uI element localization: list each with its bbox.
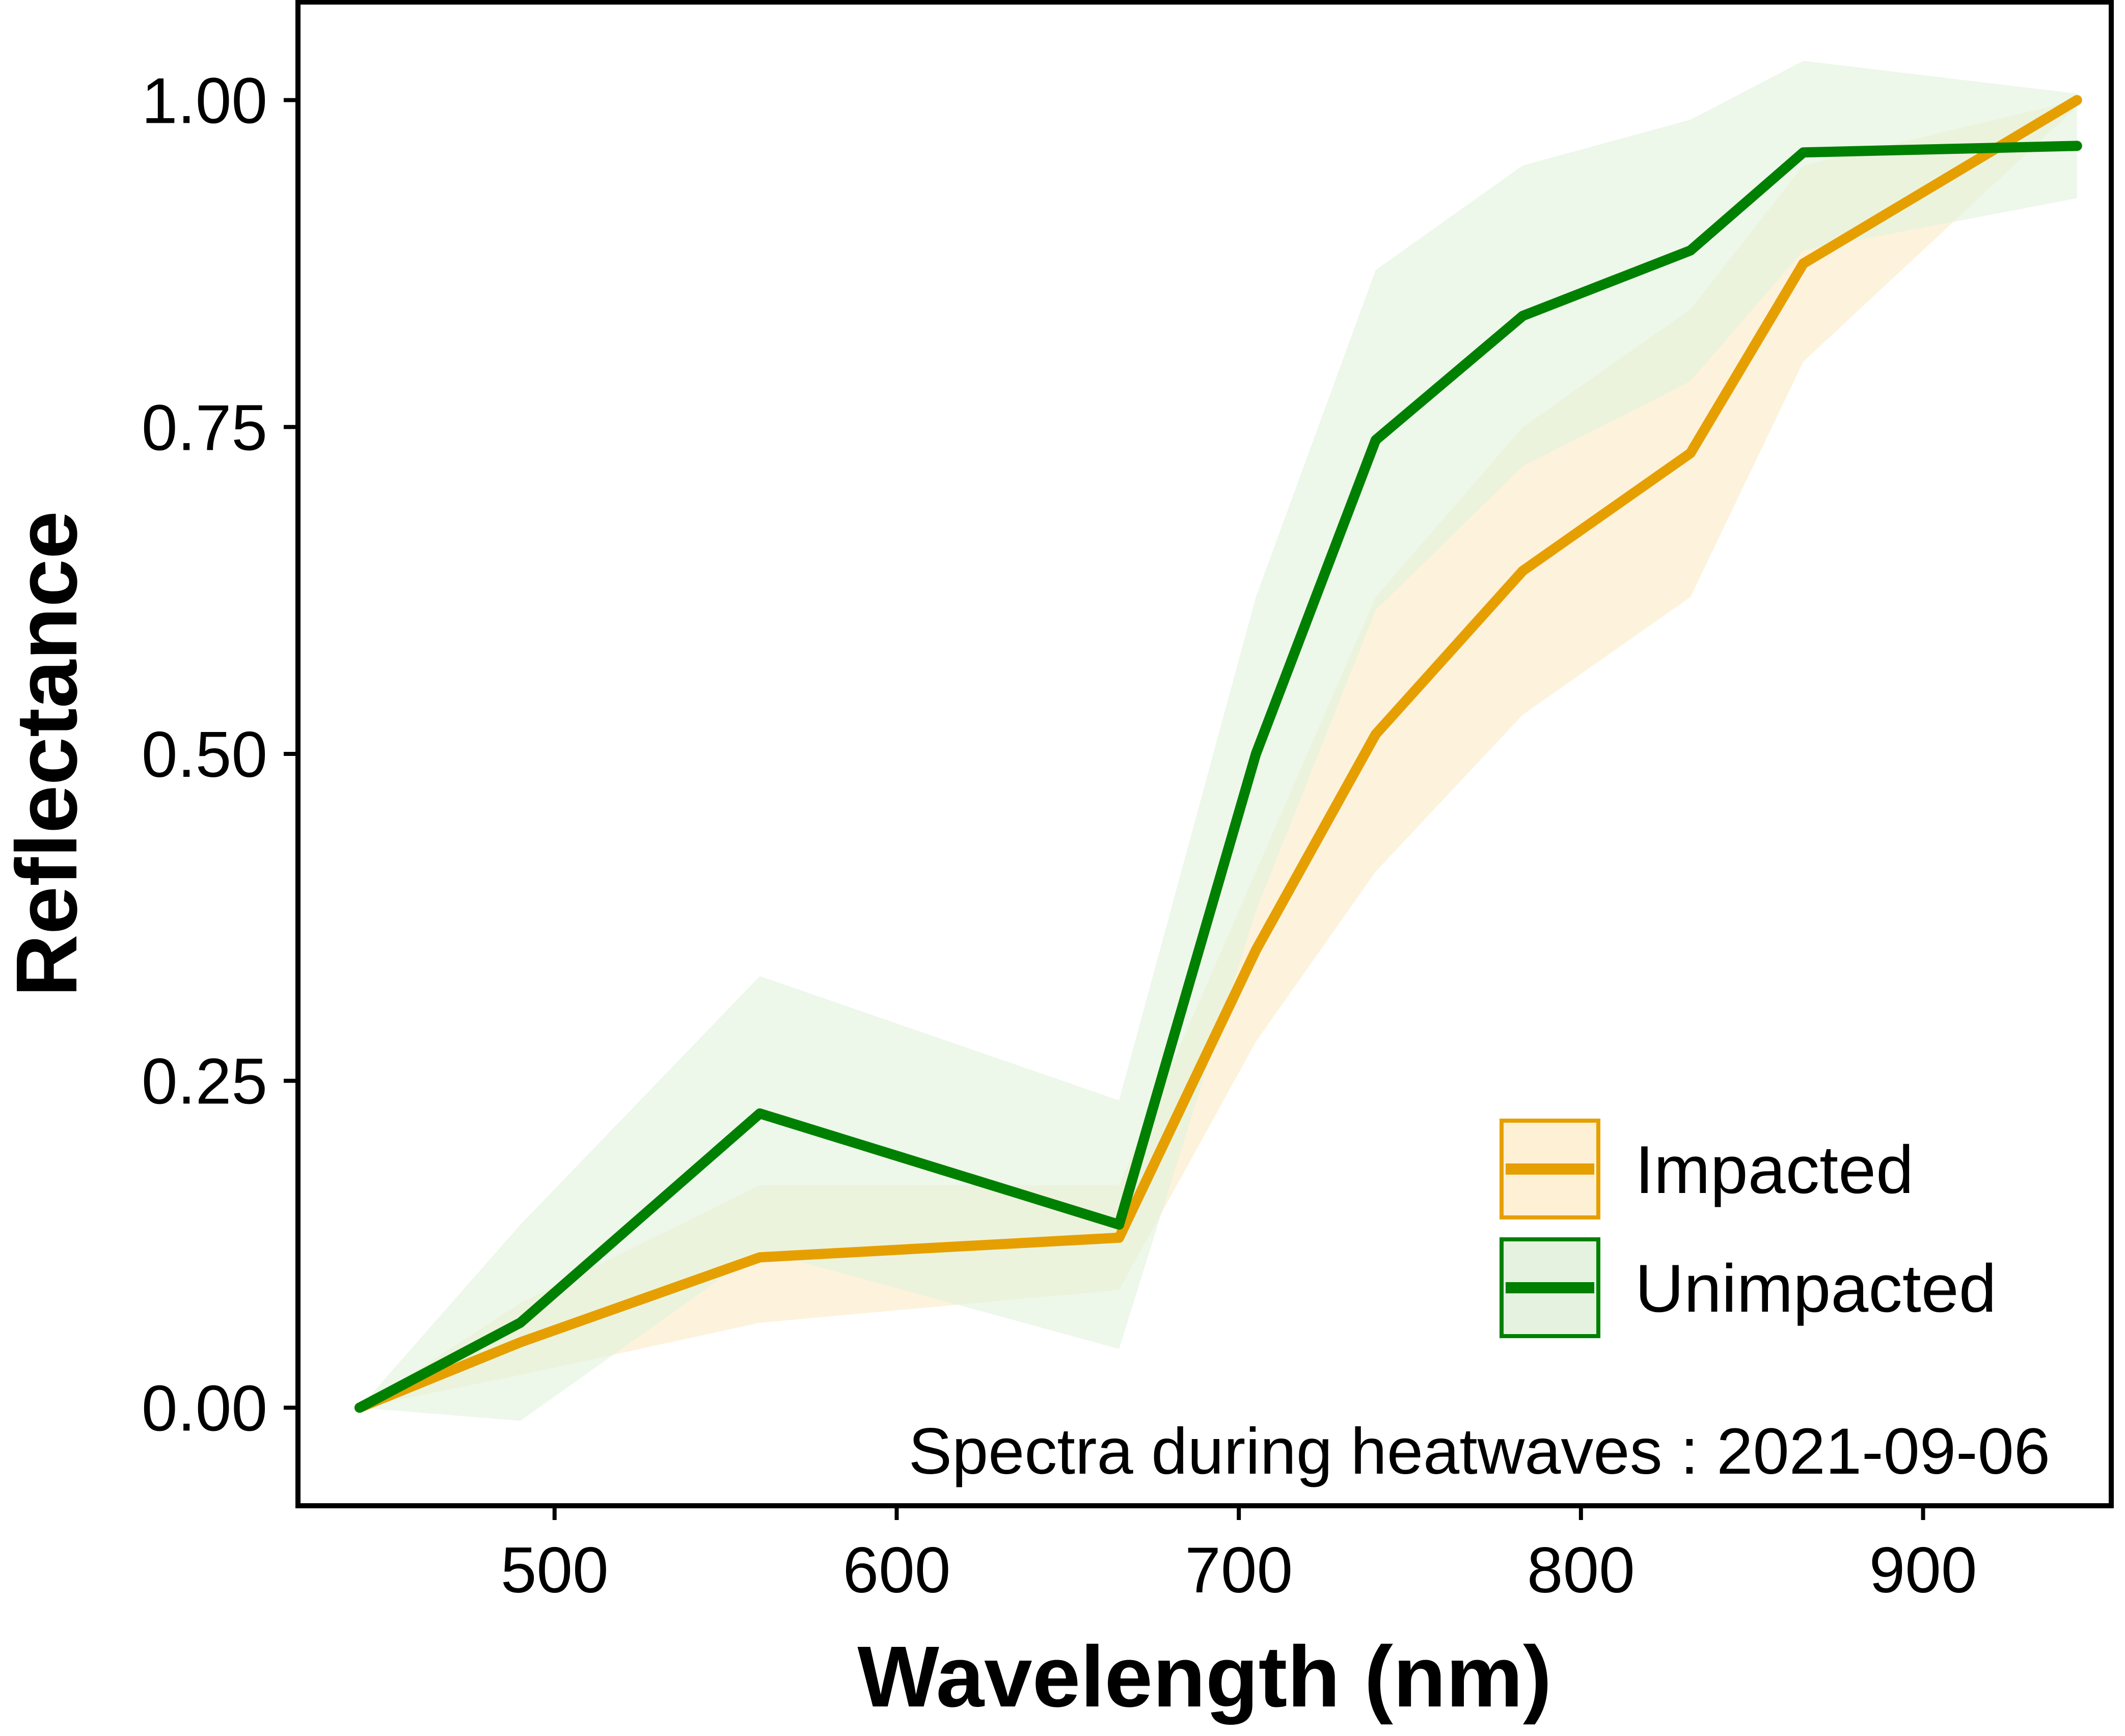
series-lines xyxy=(354,95,2082,1413)
x-tick-label-500: 500 xyxy=(501,1534,609,1606)
heatwave-annotation: Spectra during heatwaves : 2021-09-06 xyxy=(909,1415,2050,1488)
legend-label-impacted: Impacted xyxy=(1635,1132,1914,1208)
y-tick-label-0: 0.00 xyxy=(142,1372,267,1444)
y-tick-label-4: 1.00 xyxy=(142,65,267,137)
x-tick-label-800: 800 xyxy=(1527,1534,1635,1606)
line-impacted xyxy=(354,95,2082,1413)
x-tick-label-700: 700 xyxy=(1185,1534,1293,1606)
y-tick-label-1: 0.25 xyxy=(142,1045,267,1118)
y-tick-label-2: 0.50 xyxy=(142,718,267,791)
legend: Impacted Unimpacted xyxy=(1500,1119,1997,1338)
line-unimpacted xyxy=(354,141,2082,1413)
x-axis-title: Wavelength (nm) xyxy=(857,1629,1551,1725)
confidence-bands xyxy=(359,61,2077,1421)
x-tick-label-600: 600 xyxy=(843,1534,951,1606)
x-axis: 500 600 700 800 900 xyxy=(501,1506,1977,1606)
legend-label-unimpacted: Unimpacted xyxy=(1635,1251,1997,1326)
band-unimpacted xyxy=(359,61,2077,1421)
x-tick-label-900: 900 xyxy=(1869,1534,1977,1606)
y-axis: 0.00 0.25 0.50 0.75 1.00 xyxy=(142,65,298,1444)
y-axis-title: Reflectance xyxy=(0,511,95,997)
y-tick-label-3: 0.75 xyxy=(142,391,267,464)
band-impacted xyxy=(359,100,2077,1408)
